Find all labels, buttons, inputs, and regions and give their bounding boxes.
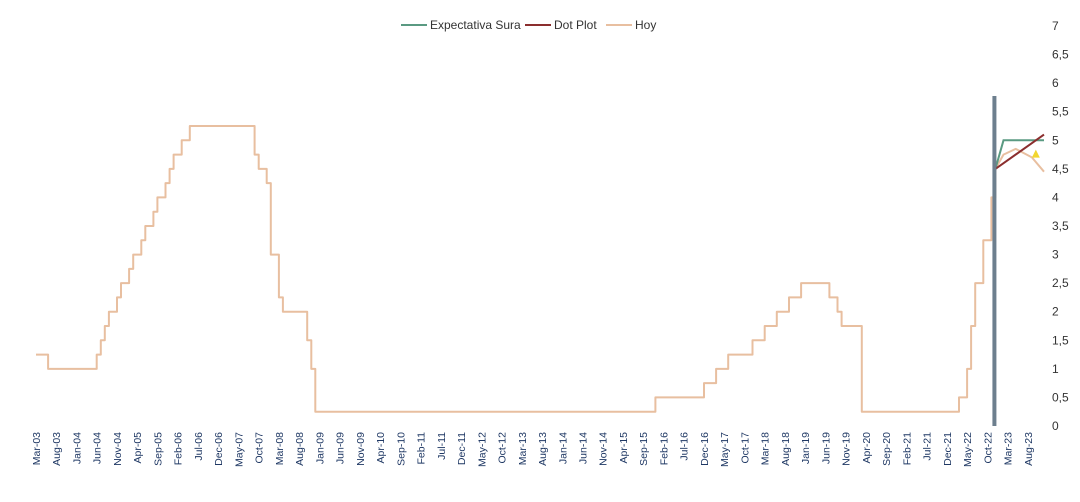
legend-item-dot-plot[interactable]: Dot Plot	[525, 18, 597, 32]
y-tick-label: 6	[1052, 76, 1059, 90]
plot-area	[36, 96, 1045, 426]
y-tick-label: 4,5	[1052, 162, 1069, 176]
x-tick-label: Nov-04	[112, 432, 124, 466]
x-tick-label: Nov-19	[841, 432, 853, 466]
series-line-dot-plot	[994, 133, 1045, 170]
y-tick-label: 5	[1052, 133, 1059, 147]
x-tick-label: Oct-17	[739, 432, 751, 464]
annotation-triangle-marker	[1031, 149, 1040, 158]
legend-label-dot-plot: Dot Plot	[554, 18, 597, 32]
y-tick-label: 2	[1052, 305, 1059, 319]
x-tick-label: Sep-05	[152, 432, 164, 466]
x-tick-label: Jul-06	[193, 432, 205, 461]
legend-label-expectativa-sura: Expectativa Sura	[430, 18, 521, 32]
x-tick-label: Feb-21	[901, 432, 913, 465]
x-tick-label: Aug-08	[294, 432, 306, 466]
x-tick-label: Oct-12	[497, 432, 509, 464]
x-tick-label: Oct-22	[982, 432, 994, 464]
x-tick-label: Jan-04	[71, 432, 83, 464]
x-tick-label: Dec-21	[942, 432, 954, 466]
x-tick-label: Feb-06	[173, 432, 185, 465]
x-tick-label: May-07	[233, 432, 245, 467]
x-tick-label: Nov-14	[598, 432, 610, 466]
y-tick-label: 1	[1052, 362, 1059, 376]
x-tick-label: Jul-21	[922, 432, 934, 461]
y-tick-label: 5,5	[1052, 105, 1069, 119]
x-tick-label: Jul-16	[679, 432, 691, 461]
x-tick-label: Jun-14	[578, 432, 590, 464]
x-tick-label: Apr-20	[861, 432, 873, 464]
x-tick-label: Nov-09	[355, 432, 367, 466]
x-tick-label: Mar-03	[31, 432, 43, 465]
y-tick-label: 6,5	[1052, 48, 1069, 62]
x-tick-label: Aug-23	[1023, 432, 1035, 466]
legend: Expectativa Sura Dot Plot Hoy	[401, 18, 656, 32]
x-tick-label: Sep-20	[881, 432, 893, 466]
series-line-hoy	[36, 125, 1045, 413]
legend-item-expectativa-sura[interactable]: Expectativa Sura	[401, 18, 521, 32]
x-tick-label: Mar-13	[517, 432, 529, 465]
x-tick-label: Jan-14	[557, 432, 569, 464]
x-tick-label: May-12	[476, 432, 488, 467]
x-tick-label: Oct-07	[254, 432, 266, 464]
y-tick-label: 2,5	[1052, 276, 1069, 290]
x-tick-label: Aug-18	[780, 432, 792, 466]
x-tick-label: Aug-03	[51, 432, 63, 466]
x-tick-label: Jan-09	[314, 432, 326, 464]
x-tick-label: May-17	[719, 432, 731, 467]
y-tick-label: 3	[1052, 248, 1059, 262]
y-tick-label: 7	[1052, 19, 1059, 33]
x-tick-label: Apr-05	[132, 432, 144, 464]
y-tick-label: 1,5	[1052, 333, 1069, 347]
x-tick-label: Aug-13	[537, 432, 549, 466]
y-tick-label: 4	[1052, 190, 1059, 204]
x-tick-label: Jun-09	[335, 432, 347, 464]
x-tick-label: Jul-11	[436, 432, 448, 460]
x-tick-label: Mar-18	[760, 432, 772, 465]
x-tick-label: May-22	[962, 432, 974, 467]
legend-item-hoy[interactable]: Hoy	[606, 18, 656, 32]
x-tick-label: Dec-06	[213, 432, 225, 466]
x-tick-label: Feb-11	[416, 432, 428, 465]
x-tick-label: Feb-16	[658, 432, 670, 465]
y-tick-label: 3,5	[1052, 219, 1069, 233]
legend-label-hoy: Hoy	[635, 18, 656, 32]
y-tick-label: 0,5	[1052, 390, 1069, 404]
x-axis: Mar-03 Aug-03 Jan-04 Jun-04 Nov-04 Apr-05 Sep-…	[31, 432, 1035, 467]
x-tick-label: Sep-10	[395, 432, 407, 466]
x-tick-label: Dec-11	[456, 432, 468, 465]
x-tick-label: Dec-16	[699, 432, 711, 466]
x-tick-label: Jun-19	[820, 432, 832, 464]
x-tick-label: Sep-15	[638, 432, 650, 466]
x-tick-label: Apr-15	[618, 432, 630, 464]
x-tick-label: Apr-10	[375, 432, 387, 464]
x-tick-label: Jun-04	[92, 432, 104, 464]
y-axis: 0 0,5 1 1,5 2 2,5 3 3,5 4 4,5 5 5,5 6 6,5 7	[1052, 19, 1069, 433]
x-tick-label: Mar-08	[274, 432, 286, 465]
y-tick-label: 0	[1052, 419, 1059, 433]
x-tick-label: Mar-23	[1003, 432, 1015, 465]
x-tick-label: Jan-19	[800, 432, 812, 464]
series-line-expectativa-sura	[994, 139, 1044, 170]
